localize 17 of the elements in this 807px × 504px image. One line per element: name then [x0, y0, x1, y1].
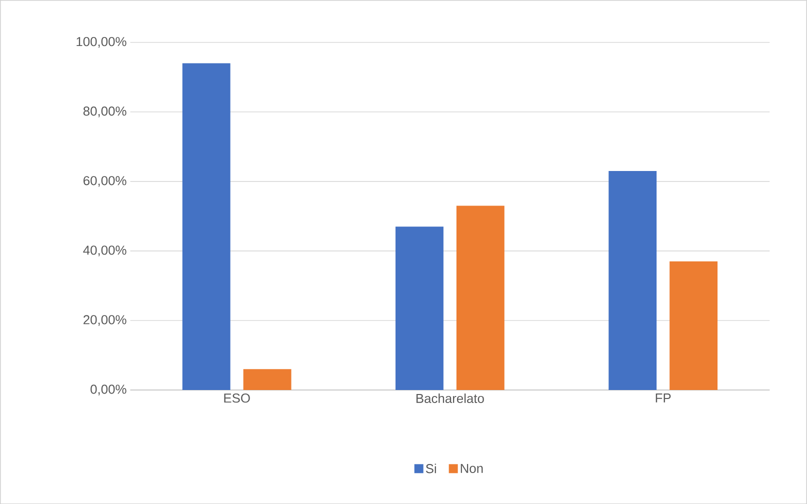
y-tick-label: 60,00%: [84, 176, 126, 187]
x-tick-label: ESO: [224, 393, 250, 403]
y-tick-label: 100,00%: [76, 36, 126, 48]
bar: [670, 261, 718, 390]
bar: [182, 63, 230, 390]
bar: [456, 206, 504, 390]
x-tick-label: Bacharelato: [416, 393, 484, 403]
legend-label: Non: [460, 464, 483, 473]
y-tick-label: 40,00%: [83, 245, 126, 256]
bar: [396, 226, 444, 390]
y-tick-label: 20,00%: [84, 314, 126, 326]
y-tick-label: 0,00%: [90, 384, 126, 396]
legend-label: Si: [426, 464, 436, 474]
bar: [243, 369, 292, 390]
y-tick-label: 80,00%: [83, 106, 126, 118]
bar: [608, 170, 657, 390]
x-tick-label: FP: [656, 393, 671, 402]
